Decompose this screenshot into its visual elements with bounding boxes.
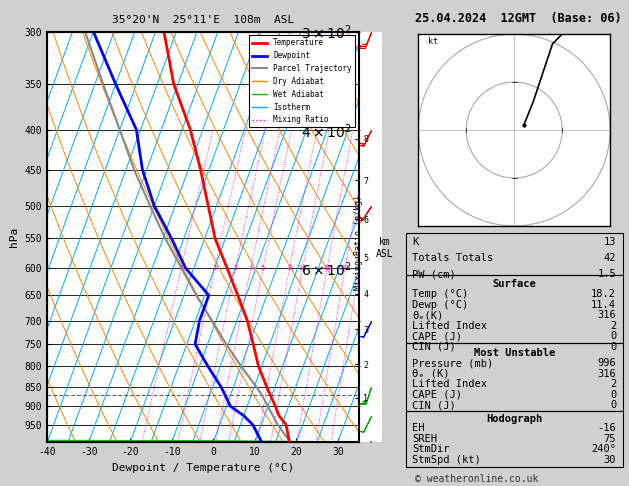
Text: EH: EH (412, 423, 425, 434)
Text: © weatheronline.co.uk: © weatheronline.co.uk (415, 473, 538, 484)
Text: 2: 2 (213, 265, 217, 271)
Text: 316: 316 (598, 310, 616, 320)
Text: Mixing Ratio (g/kg): Mixing Ratio (g/kg) (354, 195, 363, 291)
Text: θₑ(K): θₑ(K) (412, 310, 443, 320)
Text: 0: 0 (610, 400, 616, 410)
Title: 35°20'N  25°11'E  108m  ASL: 35°20'N 25°11'E 108m ASL (112, 15, 294, 25)
Y-axis label: km
ASL: km ASL (376, 237, 394, 259)
Text: 3: 3 (233, 265, 238, 271)
Text: 0: 0 (610, 342, 616, 352)
Bar (406, 275, 623, 343)
Bar (406, 233, 623, 275)
Text: 25.04.2024  12GMT  (Base: 06): 25.04.2024 12GMT (Base: 06) (415, 12, 621, 25)
Text: CAPE (J): CAPE (J) (412, 390, 462, 399)
Text: Most Unstable: Most Unstable (474, 347, 555, 358)
Text: Pressure (mb): Pressure (mb) (412, 358, 494, 368)
Text: SREH: SREH (412, 434, 437, 444)
Text: Hodograph: Hodograph (486, 414, 542, 424)
Text: Lifted Index: Lifted Index (412, 321, 487, 331)
Text: Dewp (°C): Dewp (°C) (412, 300, 469, 310)
Text: 15: 15 (323, 265, 331, 271)
Text: θₑ (K): θₑ (K) (412, 368, 450, 379)
Text: PW (cm): PW (cm) (412, 269, 456, 279)
Text: 10: 10 (298, 265, 307, 271)
Text: 996: 996 (598, 358, 616, 368)
Text: 5: 5 (261, 265, 265, 271)
Text: 2: 2 (610, 321, 616, 331)
Legend: Temperature, Dewpoint, Parcel Trajectory, Dry Adiabat, Wet Adiabat, Isotherm, Mi: Temperature, Dewpoint, Parcel Trajectory… (248, 35, 355, 127)
Text: 75: 75 (604, 434, 616, 444)
Text: CIN (J): CIN (J) (412, 400, 456, 410)
Text: 1LCL: 1LCL (362, 390, 380, 399)
Text: 1: 1 (179, 265, 183, 271)
Text: 18.2: 18.2 (591, 289, 616, 299)
Text: 2: 2 (610, 379, 616, 389)
Y-axis label: hPa: hPa (9, 227, 19, 247)
Text: Lifted Index: Lifted Index (412, 379, 487, 389)
Text: 11.4: 11.4 (591, 300, 616, 310)
Bar (406, 343, 623, 411)
Text: 13: 13 (604, 237, 616, 247)
Text: 42: 42 (604, 253, 616, 263)
Text: Surface: Surface (493, 279, 536, 289)
Text: 316: 316 (598, 368, 616, 379)
Text: CAPE (J): CAPE (J) (412, 331, 462, 341)
Text: -16: -16 (598, 423, 616, 434)
Text: Totals Totals: Totals Totals (412, 253, 494, 263)
Text: K: K (412, 237, 418, 247)
Text: 1.5: 1.5 (598, 269, 616, 279)
Text: 0: 0 (610, 331, 616, 341)
Text: 4: 4 (248, 265, 253, 271)
Text: CIN (J): CIN (J) (412, 342, 456, 352)
Text: kt: kt (428, 36, 438, 46)
Text: 30: 30 (604, 455, 616, 465)
Text: 20: 20 (341, 265, 349, 271)
Text: 8: 8 (287, 265, 292, 271)
Text: 240°: 240° (591, 444, 616, 454)
Text: StmDir: StmDir (412, 444, 450, 454)
X-axis label: Dewpoint / Temperature (°C): Dewpoint / Temperature (°C) (112, 463, 294, 473)
Text: Temp (°C): Temp (°C) (412, 289, 469, 299)
Bar (406, 411, 623, 467)
Text: StmSpd (kt): StmSpd (kt) (412, 455, 481, 465)
Text: 0: 0 (610, 390, 616, 399)
